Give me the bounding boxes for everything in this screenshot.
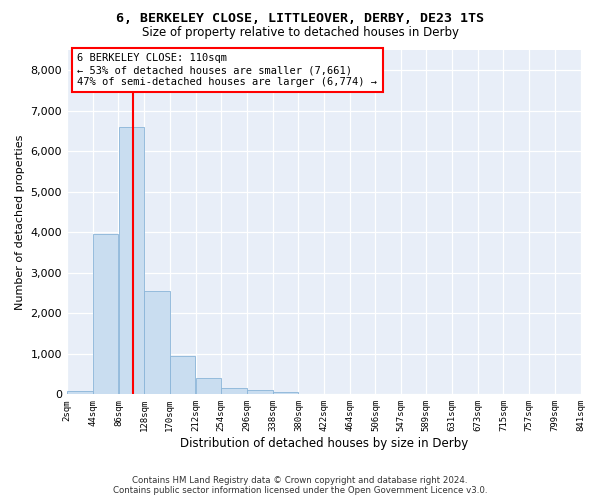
Text: 6 BERKELEY CLOSE: 110sqm
← 53% of detached houses are smaller (7,661)
47% of sem: 6 BERKELEY CLOSE: 110sqm ← 53% of detach…	[77, 54, 377, 86]
Bar	[196, 378, 221, 394]
Bar	[119, 127, 144, 394]
Bar	[221, 388, 247, 394]
Bar	[93, 234, 118, 394]
Bar	[67, 391, 92, 394]
X-axis label: Distribution of detached houses by size in Derby: Distribution of detached houses by size …	[179, 437, 468, 450]
Y-axis label: Number of detached properties: Number of detached properties	[15, 134, 25, 310]
Bar	[145, 291, 170, 395]
Bar	[247, 390, 272, 394]
Bar	[170, 356, 196, 395]
Text: Contains HM Land Registry data © Crown copyright and database right 2024.
Contai: Contains HM Land Registry data © Crown c…	[113, 476, 487, 495]
Text: 6, BERKELEY CLOSE, LITTLEOVER, DERBY, DE23 1TS: 6, BERKELEY CLOSE, LITTLEOVER, DERBY, DE…	[116, 12, 484, 26]
Bar	[273, 392, 298, 394]
Text: Size of property relative to detached houses in Derby: Size of property relative to detached ho…	[142, 26, 458, 39]
